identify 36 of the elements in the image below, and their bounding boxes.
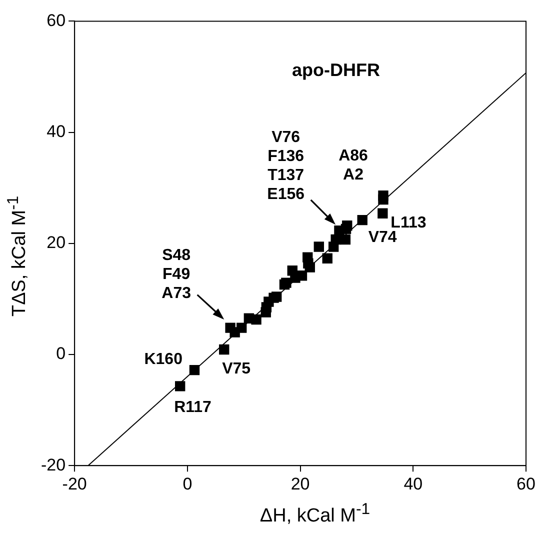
annotation: L113 xyxy=(390,214,426,232)
point xyxy=(174,381,186,392)
point xyxy=(340,234,351,245)
annotation: K160 xyxy=(144,351,183,368)
point xyxy=(251,314,262,325)
text: apo-DHFR xyxy=(292,60,380,80)
x-tick-label: 20 xyxy=(290,474,310,494)
y-tick-label: -20 xyxy=(40,455,66,474)
point xyxy=(296,270,308,281)
annotation: V76 F136 T137 E156 xyxy=(267,128,305,203)
x-axis-title: ΔH, kCal M$^{-1}$ xyxy=(258,501,372,528)
point xyxy=(357,214,368,226)
point xyxy=(342,220,352,231)
point xyxy=(330,234,341,245)
annotation: V75 xyxy=(222,360,251,378)
point xyxy=(271,292,282,302)
point xyxy=(378,194,388,205)
point xyxy=(219,344,230,355)
x-tick-label: 40 xyxy=(404,474,423,494)
y-tick-label: 20 xyxy=(46,233,66,252)
point xyxy=(314,242,324,252)
annotation: R117 xyxy=(174,399,212,416)
x-tick-label: 0 xyxy=(182,474,192,494)
y-tick-label: 60 xyxy=(46,10,66,30)
annotation: V74 xyxy=(368,229,397,246)
y-tick-label: 40 xyxy=(46,122,66,141)
y-tick-label: 0 xyxy=(56,344,66,364)
annotation: A86 A2 xyxy=(338,148,368,184)
point xyxy=(303,258,314,268)
point xyxy=(322,253,332,264)
point xyxy=(189,364,200,376)
point xyxy=(378,208,388,218)
x-tick-label: -20 xyxy=(62,474,87,494)
point xyxy=(236,322,247,333)
x-tick-label: 60 xyxy=(516,474,536,494)
annotation: S48 F49 A73 xyxy=(162,246,192,302)
